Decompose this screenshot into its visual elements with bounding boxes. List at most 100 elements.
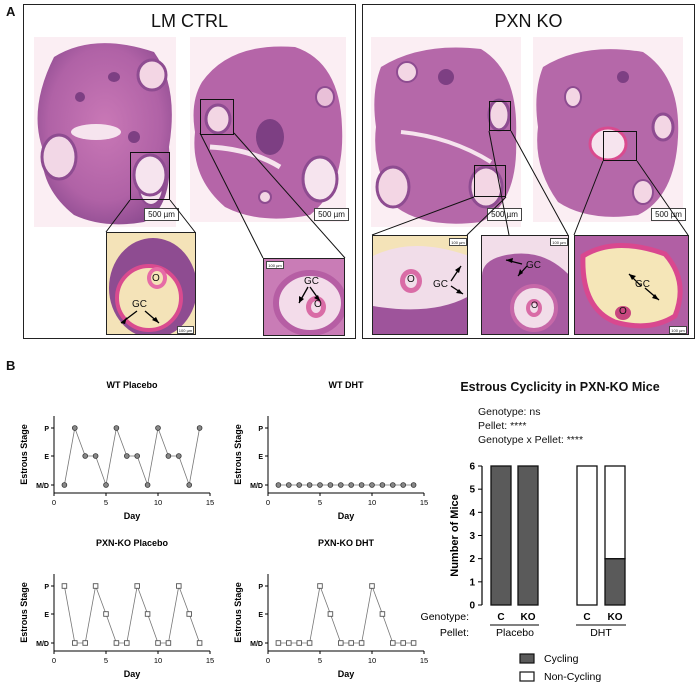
data-point <box>61 482 68 488</box>
y-tick-label: E <box>44 454 49 461</box>
panel-a-label: A <box>6 4 16 19</box>
data-point <box>410 482 417 488</box>
inset-ctrl-1: O GC 100 µm <box>106 232 196 335</box>
y-axis-label: Estrous Stage <box>233 582 243 643</box>
oocyte-label: O <box>314 299 322 310</box>
panel-b-label: B <box>6 358 16 373</box>
x-tick-label: 10 <box>154 656 162 665</box>
genotype-tick-label: KO <box>521 612 536 623</box>
inset-scale-bar: 100 µm <box>177 326 194 334</box>
data-point <box>390 482 396 488</box>
bar-cycling <box>517 465 539 606</box>
data-point <box>186 611 192 617</box>
data-point <box>390 640 396 646</box>
data-point <box>71 425 78 431</box>
data-point <box>61 583 68 589</box>
data-point <box>296 640 302 646</box>
data-point <box>113 640 120 646</box>
bar-y-tick-label: 4 <box>469 508 475 519</box>
chart-title: PXN-KO DHT <box>318 538 375 548</box>
data-point <box>196 425 203 431</box>
bar-non-cycling <box>604 465 626 560</box>
gc-label: GC <box>526 260 541 271</box>
scale-bar-ctrl-2: 500 µm <box>314 208 349 221</box>
lm-ctrl-panel: LM CTRL <box>23 4 356 339</box>
x-tick-label: 0 <box>52 498 56 507</box>
oocyte-label: O <box>152 273 160 284</box>
annotation-genotype: Genotype: ns <box>478 406 541 418</box>
data-point <box>144 611 151 617</box>
estrous-chart-3: PXN-KO Placebo M/D E P 0 5 10 15 Day Estrous Stag… <box>19 538 214 679</box>
data-point <box>176 453 182 459</box>
x-tick-label: 15 <box>420 498 428 507</box>
chart-title: WT Placebo <box>106 380 158 390</box>
oocyte-label: O <box>531 300 539 310</box>
data-point <box>369 482 375 488</box>
data-point <box>317 583 323 589</box>
x-axis-label: Day <box>338 511 355 521</box>
data-point <box>275 482 282 488</box>
gc-label: GC <box>304 276 319 287</box>
data-point <box>82 640 88 646</box>
annotation-interaction: Genotype x Pellet: **** <box>478 434 584 446</box>
inset-ko-3: GC O 100 µm <box>574 235 689 335</box>
data-point <box>306 640 313 646</box>
histology-image-ko-1 <box>371 37 521 227</box>
zoom-box-ko-3 <box>603 131 637 161</box>
zoom-box-ctrl-1 <box>130 152 170 200</box>
data-point <box>400 482 407 488</box>
oocyte-label: O <box>619 306 627 317</box>
gc-label: GC <box>132 299 147 310</box>
inset-ko-2: GC O 100 µm <box>481 235 569 335</box>
data-point <box>338 640 344 646</box>
data-point <box>113 425 120 431</box>
legend-label-non-cycling: Non-Cycling <box>544 671 601 683</box>
x-axis-label: Day <box>338 669 355 679</box>
data-point <box>92 583 99 589</box>
gc-label: GC <box>433 279 448 290</box>
data-point <box>369 583 375 589</box>
y-tick-label: M/D <box>36 483 49 490</box>
chart-title: WT DHT <box>329 380 364 390</box>
zoom-box-ko-2 <box>474 165 506 197</box>
data-point <box>400 640 406 646</box>
histology-image-ctrl-1 <box>34 37 176 227</box>
zoom-box-ko-1 <box>489 101 511 131</box>
data-point <box>124 453 130 459</box>
legend-swatch-cycling <box>519 653 535 664</box>
annotation-pellet: Pellet: **** <box>478 420 527 432</box>
zoom-lines-ctrl <box>105 132 346 259</box>
data-point <box>103 482 109 488</box>
bar-non-cycling <box>576 465 598 606</box>
data-point <box>379 482 386 488</box>
data-point <box>186 482 193 488</box>
pellet-placebo-label: Placebo <box>496 627 534 639</box>
y-tick-label: P <box>258 584 263 591</box>
x-tick-label: 5 <box>104 498 108 507</box>
bar-chart-title: Estrous Cyclicity in PXN-KO Mice <box>460 380 660 394</box>
data-point <box>338 482 344 488</box>
zoom-lines-ko <box>371 130 689 236</box>
y-tick-label: M/D <box>250 641 263 648</box>
data-point <box>124 640 130 646</box>
genotype-tick-label: C <box>583 612 590 623</box>
y-tick-label: M/D <box>36 641 49 648</box>
data-point <box>306 482 313 488</box>
estrous-chart-4: PXN-KO DHT M/D E P 0 5 10 15 Day Estrous Stage <box>233 538 428 679</box>
data-point <box>317 482 323 488</box>
y-tick-label: M/D <box>250 483 263 490</box>
x-axis-label: Day <box>124 669 141 679</box>
genotype-tick-label: C <box>497 612 504 623</box>
data-point <box>348 640 354 646</box>
data-point <box>144 482 151 488</box>
bar-y-axis-label: Number of Mice <box>449 494 461 577</box>
series-line <box>64 584 200 644</box>
inset-scale-bar: 100 µm <box>449 238 467 246</box>
data-point <box>82 453 88 459</box>
chart-title: PXN-KO Placebo <box>96 538 169 548</box>
x-tick-label: 15 <box>420 656 428 665</box>
genotype-row-label: Genotype: <box>421 611 469 623</box>
genotype-tick-label: KO <box>608 612 623 623</box>
y-tick-label: P <box>258 426 263 433</box>
inset-ctrl-2: GC O 100 µm <box>263 258 345 336</box>
